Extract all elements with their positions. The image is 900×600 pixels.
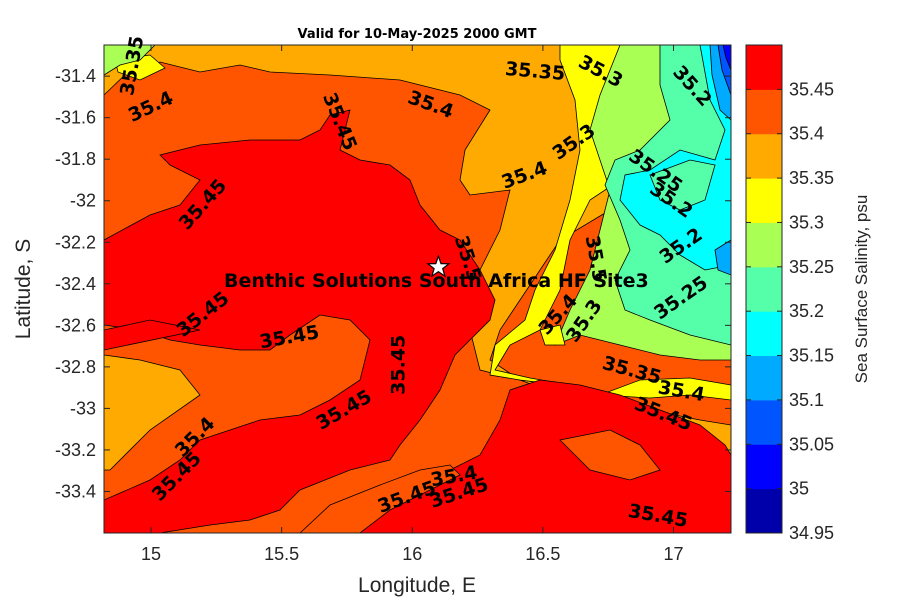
colorbar-swatch: [746, 399, 782, 445]
region-35-2-island: [649, 159, 716, 211]
x-tick-label: 15.5: [264, 544, 299, 564]
colorbar-tick-label: 35: [789, 479, 809, 499]
y-tick-label: -32.4: [55, 274, 96, 294]
region-35-35-left: [104, 354, 201, 471]
region-35-45-islands: [104, 319, 201, 351]
x-axis: 15 15.5 16 16.5 17: [141, 45, 684, 564]
region-35-0: [722, 45, 731, 71]
y-tick-label: -32.8: [55, 357, 96, 377]
plot-frame: [103, 44, 732, 534]
contour-label: 35.35: [504, 58, 566, 85]
colorbar-swatch: [746, 222, 782, 268]
contour-label: 35.45: [388, 335, 410, 395]
y-axis-label: Latitude, S: [12, 239, 35, 339]
x-tick-label: 16.5: [525, 544, 560, 564]
colorbar-tick-label: 35.1: [789, 390, 824, 410]
region-35-4-south-strip: [299, 464, 461, 533]
colorbar-swatch: [746, 444, 782, 490]
y-tick-label: -33.2: [55, 440, 96, 460]
y-tick-label: -33: [70, 398, 96, 418]
colorbar-swatch: [746, 89, 782, 135]
colorbar-label: Sea Surface Salinity, psu: [852, 195, 871, 384]
x-tick-label: 16: [402, 544, 422, 564]
region-35-4-south-island: [559, 429, 661, 481]
x-tick-label: 17: [664, 544, 684, 564]
region-35-45-main: [104, 109, 496, 533]
colorbar-tick-label: 35.45: [789, 79, 834, 99]
site-label: Benthic Solutions South Africa HF Site3: [224, 270, 649, 292]
colorbar: 34.95 35 35.05 35.1 35.15 35.2 35.25 35.3 35.35 3…: [745, 44, 834, 543]
y-tick-label: -31.8: [55, 149, 96, 169]
colorbar-tick-label: 35.25: [789, 257, 834, 277]
colorbar-tick-label: 34.95: [789, 523, 834, 543]
region-35-15-east: [714, 239, 731, 276]
site-star-icon: [426, 254, 451, 278]
y-tick-label: -33.4: [55, 481, 96, 501]
region-35-3-patch: [539, 324, 566, 346]
y-tick-label: -31.6: [55, 108, 96, 128]
colorbar-tick-label: 35.05: [789, 434, 834, 454]
colorbar-tick-label: 35.4: [789, 124, 824, 144]
region-35-25-topleft: [104, 45, 156, 76]
colorbar-swatch: [746, 133, 782, 179]
x-axis-label: Longitude, E: [358, 574, 476, 597]
colorbar-swatch: [746, 178, 782, 223]
x-tick-label: 15: [141, 544, 161, 564]
y-axis: -31.4 -31.6 -31.8 -32 -32.2 -32.4 -32.6 -32.8 -3…: [55, 66, 731, 501]
site-marker-group: Benthic Solutions South Africa HF Site3: [224, 254, 649, 292]
colorbar-tick-label: 35.2: [789, 301, 824, 321]
y-tick-label: -32.6: [55, 315, 96, 335]
colorbar-swatch: [746, 266, 782, 312]
colorbar-tick-label: 35.35: [789, 168, 834, 188]
colorbar-tick-label: 35.15: [789, 346, 834, 366]
y-tick-label: -32.2: [55, 232, 96, 252]
colorbar-tick-label: 35.3: [789, 212, 824, 232]
colorbar-swatch: [746, 45, 782, 90]
colorbar-swatch: [746, 488, 782, 534]
colorbar-swatch: [746, 311, 782, 357]
chart-title: Valid for 10-May-2025 2000 GMT: [298, 27, 537, 42]
y-tick-label: -31.4: [55, 66, 96, 86]
colorbar-swatch: [746, 355, 782, 401]
contour-fill: [104, 45, 731, 533]
colorbar-frame: [745, 44, 783, 534]
y-tick-label: -32: [70, 191, 96, 211]
